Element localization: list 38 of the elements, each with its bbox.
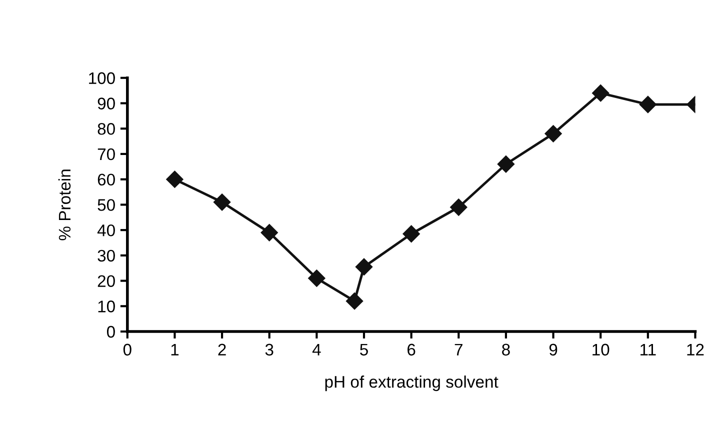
x-tick-label: 10 [592,344,610,356]
x-tick-label: 4 [312,344,321,356]
point [450,198,468,216]
point [592,84,610,102]
x-tick-label: 3 [265,344,274,356]
x-tick-label: 5 [360,344,368,356]
point [308,270,326,287]
y-tick-label: 0 [106,326,115,338]
point [544,125,562,142]
y-tick-label: 80 [98,123,115,135]
point [213,194,231,211]
x-tick-label: 7 [454,344,462,356]
y-tick-label: 100 [89,72,115,84]
x-tick-label: 8 [502,344,510,356]
y-tick-label: 10 [98,300,115,312]
point [260,224,278,242]
point [166,170,184,188]
x-tick-label: 6 [408,344,416,356]
y-tick-label: 30 [98,250,115,262]
y-tick-label: 20 [98,275,115,287]
x-tick-label: 12 [687,344,704,356]
y-axis-title: % Protein [58,170,71,240]
y-tick-label: 60 [98,174,115,186]
point [355,258,373,276]
y-tick-label: 70 [98,148,115,160]
y-tick-label: 90 [98,98,115,110]
y-tick-label: 40 [97,224,115,236]
point [639,96,656,114]
y-tick-label: 50 [98,199,115,211]
x-tick-label: 2 [218,344,226,356]
x-tick-label: 0 [123,344,132,356]
x-tick-label: 9 [549,344,558,356]
point [497,156,515,173]
point [402,225,420,242]
point [346,292,364,310]
x-tick-label: 11 [640,344,656,356]
x-tick-label: 1 [171,344,179,356]
x-axis-title: pH of extracting solvent [325,376,498,392]
